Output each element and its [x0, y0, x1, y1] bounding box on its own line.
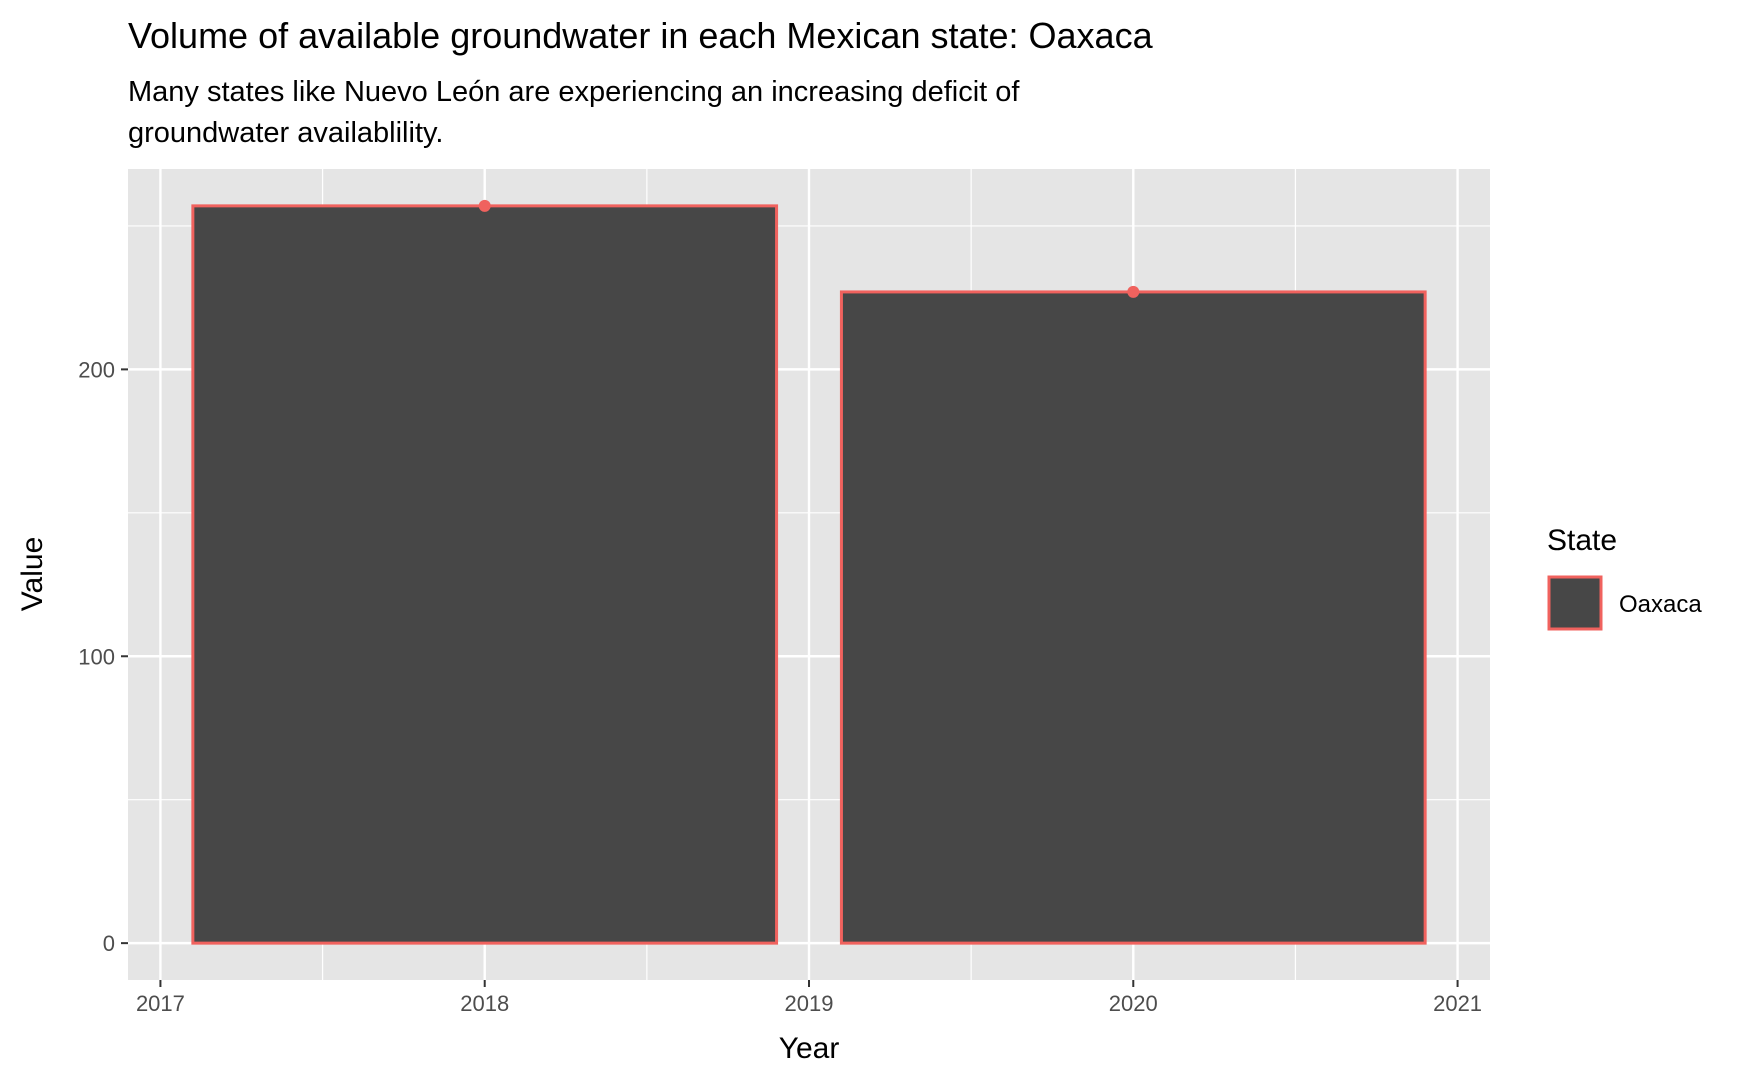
- x-axis-title: Year: [779, 1032, 840, 1065]
- x-axis: 2017 2018 2019 2020 2021: [136, 980, 1482, 1016]
- point-2020: [1127, 285, 1140, 298]
- y-axis-title: Value: [16, 537, 49, 612]
- x-tick-label: 2019: [785, 991, 834, 1016]
- chart-subtitle-line-2: groundwater availablility.: [128, 117, 443, 149]
- y-tick-label: 200: [78, 357, 115, 382]
- x-tick-label: 2018: [460, 991, 509, 1016]
- y-axis: 0 100 200: [78, 357, 128, 956]
- legend-title: State: [1547, 524, 1617, 557]
- x-tick-label: 2021: [1433, 991, 1482, 1016]
- y-tick-label: 100: [78, 644, 115, 669]
- bars: [191, 204, 1427, 945]
- bar-2018: [191, 204, 779, 945]
- chart-title: Volume of available groundwater in each …: [128, 15, 1154, 56]
- bar-2020: [839, 290, 1427, 945]
- x-tick-label: 2020: [1109, 991, 1158, 1016]
- point-2018: [478, 199, 491, 212]
- y-tick-label: 0: [103, 931, 115, 956]
- legend-label-oaxaca: Oaxaca: [1619, 591, 1702, 618]
- chart-subtitle-line-1: Many states like Nuevo León are experien…: [128, 76, 1020, 108]
- points: [478, 199, 1140, 298]
- legend-key-oaxaca: [1547, 575, 1603, 631]
- x-tick-label: 2017: [136, 991, 185, 1016]
